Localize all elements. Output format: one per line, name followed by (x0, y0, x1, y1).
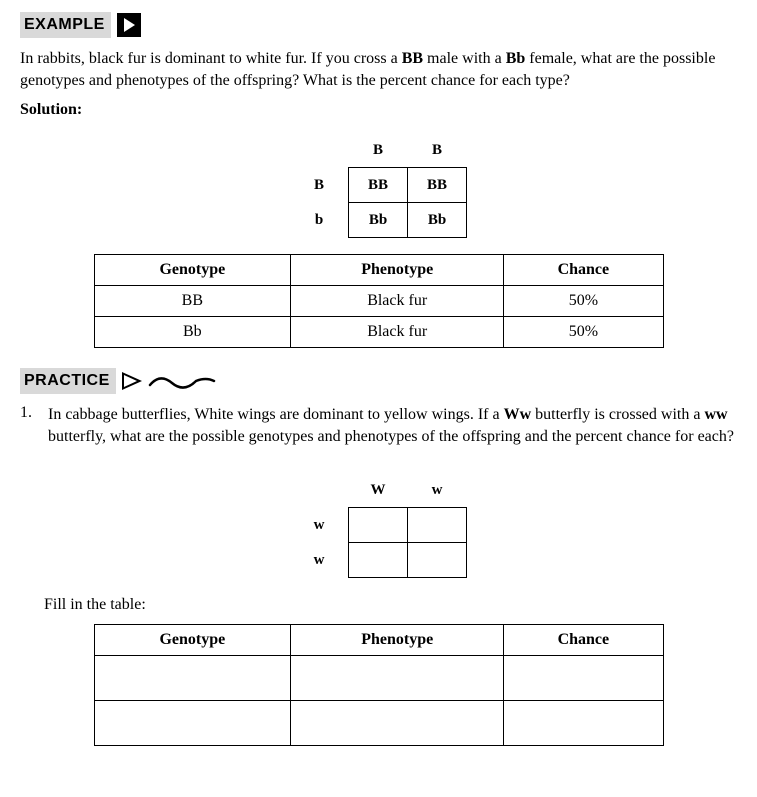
punnett-row-header: w (290, 543, 349, 578)
genotype-ww-het: Ww (504, 406, 532, 423)
text: In cabbage butterflies, White wings are … (48, 406, 504, 423)
results-cell: 50% (504, 286, 663, 317)
punnett-cell-empty[interactable] (408, 543, 467, 578)
genotype-bb: BB (402, 50, 423, 67)
results-cell-empty[interactable] (94, 701, 291, 746)
punnett-cell-empty[interactable] (349, 543, 408, 578)
play-icon (117, 13, 141, 37)
results-header: Phenotype (291, 625, 504, 656)
practice-problem: 1. In cabbage butterflies, White wings a… (20, 404, 737, 455)
results-cell: Black fur (291, 286, 504, 317)
results-cell: 50% (504, 317, 663, 348)
genotype-ww: ww (704, 406, 727, 423)
punnett-col-header: B (349, 133, 408, 168)
text: butterfly is crossed with a (531, 406, 704, 423)
text: butterfly, what are the possible genotyp… (48, 428, 734, 445)
practice-punnett-square: W w w w (20, 473, 737, 578)
genotype-bb-het: Bb (506, 50, 526, 67)
results-header: Genotype (94, 625, 291, 656)
punnett-cell: Bb (349, 203, 408, 238)
practice-header: PRACTICE (20, 368, 737, 394)
punnett-cell: BB (349, 168, 408, 203)
example-label: EXAMPLE (20, 12, 111, 38)
results-cell-empty[interactable] (291, 701, 504, 746)
punnett-col-header: w (408, 473, 467, 508)
results-header: Genotype (94, 255, 291, 286)
squiggle-icon (148, 371, 218, 391)
punnett-cell-empty[interactable] (349, 508, 408, 543)
practice-results-table: Genotype Phenotype Chance (20, 624, 737, 746)
example-punnett-square: B B B BB BB b Bb Bb (20, 133, 737, 238)
punnett-cell: Bb (408, 203, 467, 238)
example-problem-text: In rabbits, black fur is dominant to whi… (20, 48, 737, 91)
solution-label: Solution: (20, 101, 737, 119)
punnett-col-header: B (408, 133, 467, 168)
text: In rabbits, black fur is dominant to whi… (20, 50, 402, 67)
results-cell: Bb (94, 317, 291, 348)
example-results-table: Genotype Phenotype Chance BB Black fur 5… (20, 254, 737, 348)
fill-in-table-label: Fill in the table: (44, 596, 737, 614)
results-header: Chance (504, 625, 663, 656)
pencil-play-icon (122, 372, 142, 390)
punnett-row-header: b (290, 203, 349, 238)
example-header: EXAMPLE (20, 12, 737, 38)
results-cell-empty[interactable] (504, 701, 663, 746)
results-cell-empty[interactable] (291, 656, 504, 701)
punnett-cell-empty[interactable] (408, 508, 467, 543)
results-cell-empty[interactable] (94, 656, 291, 701)
results-cell-empty[interactable] (504, 656, 663, 701)
results-cell: Black fur (291, 317, 504, 348)
punnett-cell: BB (408, 168, 467, 203)
punnett-col-header: W (349, 473, 408, 508)
practice-problem-text: In cabbage butterflies, White wings are … (48, 404, 737, 447)
text: male with a (423, 50, 506, 67)
punnett-row-header: B (290, 168, 349, 203)
practice-label: PRACTICE (20, 368, 116, 394)
results-header: Phenotype (291, 255, 504, 286)
results-cell: BB (94, 286, 291, 317)
punnett-row-header: w (290, 508, 349, 543)
problem-number: 1. (20, 404, 36, 455)
results-header: Chance (504, 255, 663, 286)
